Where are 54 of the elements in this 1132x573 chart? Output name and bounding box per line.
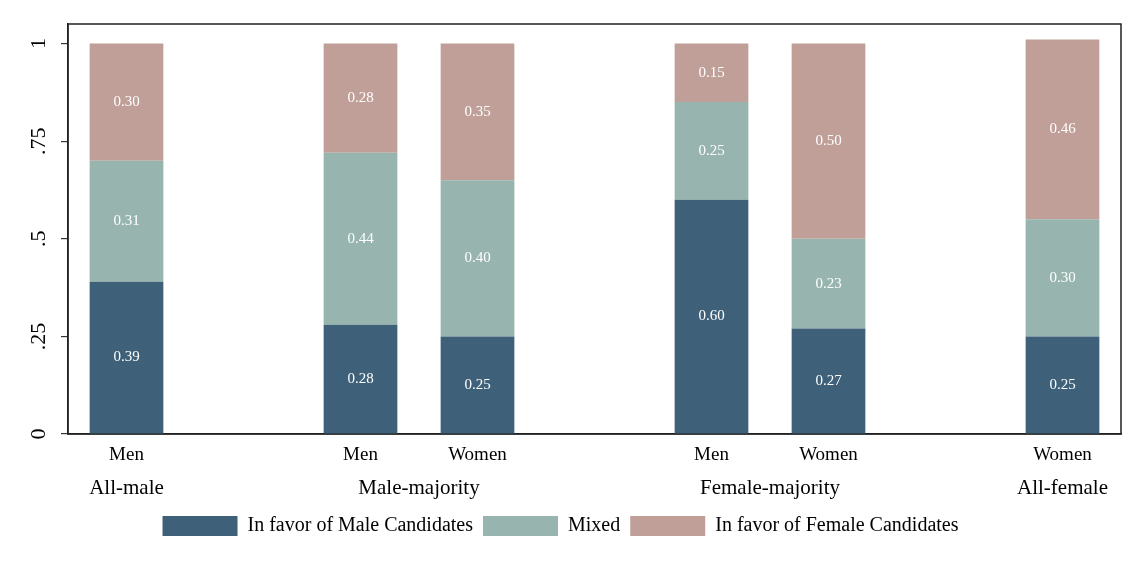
data-label: 0.27 (815, 371, 843, 388)
bar (1025, 336, 1100, 434)
bar (89, 281, 164, 434)
text: All-female (1017, 474, 1108, 499)
data-label: 0.30 (1049, 268, 1076, 285)
x-tick-label: Men (343, 443, 379, 465)
data-label: 0.40 (464, 249, 491, 266)
text: All-male (89, 474, 164, 499)
y-tick-label: .75 (25, 127, 51, 155)
data-label: 0.28 (347, 89, 374, 106)
legend-label: Mixed (568, 513, 621, 536)
text: Female-majority (700, 474, 841, 499)
bar (89, 160, 164, 282)
bar (791, 43, 866, 239)
data-label: 0.46 (1049, 120, 1077, 137)
bar (674, 43, 749, 103)
bar (791, 328, 866, 434)
data-label: 0.31 (113, 212, 140, 229)
bar (1025, 39, 1100, 220)
text: Male-majority (358, 474, 481, 499)
bar (440, 336, 515, 434)
bar (89, 43, 164, 161)
bar (791, 238, 866, 329)
x-tick-label: Women (448, 443, 508, 465)
bar (1025, 219, 1100, 337)
x-tick-label: Women (799, 443, 859, 465)
bar (323, 324, 398, 434)
data-label: 0.23 (815, 274, 842, 291)
bar (440, 180, 515, 337)
bar (323, 43, 398, 153)
y-tick-label: .5 (25, 230, 51, 248)
data-label: 0.25 (698, 141, 725, 158)
y-tick-label: .25 (25, 322, 51, 351)
data-label: 0.44 (347, 229, 375, 246)
data-label: 0.35 (464, 102, 491, 119)
legend-label: In favor of Female Candidates (715, 513, 959, 536)
data-label: 0.28 (347, 369, 374, 386)
bar (323, 152, 398, 325)
bar (440, 43, 515, 181)
data-label: 0.50 (815, 132, 842, 149)
legend-label: In favor of Male Candidates (247, 513, 474, 536)
x-tick-label: Men (109, 443, 145, 465)
data-label: 0.39 (113, 348, 140, 365)
data-label: 0.30 (113, 93, 140, 110)
bar (674, 199, 749, 434)
y-tick-label: 1 (25, 38, 51, 50)
x-tick-label: Women (1033, 443, 1093, 465)
y-tick-label: 0 (25, 428, 51, 440)
bar (674, 102, 749, 200)
data-label: 0.15 (698, 63, 725, 80)
data-label: 0.25 (464, 375, 491, 392)
data-label: 0.60 (698, 307, 725, 324)
x-tick-label: Men (694, 443, 730, 465)
data-label: 0.25 (1049, 375, 1076, 392)
